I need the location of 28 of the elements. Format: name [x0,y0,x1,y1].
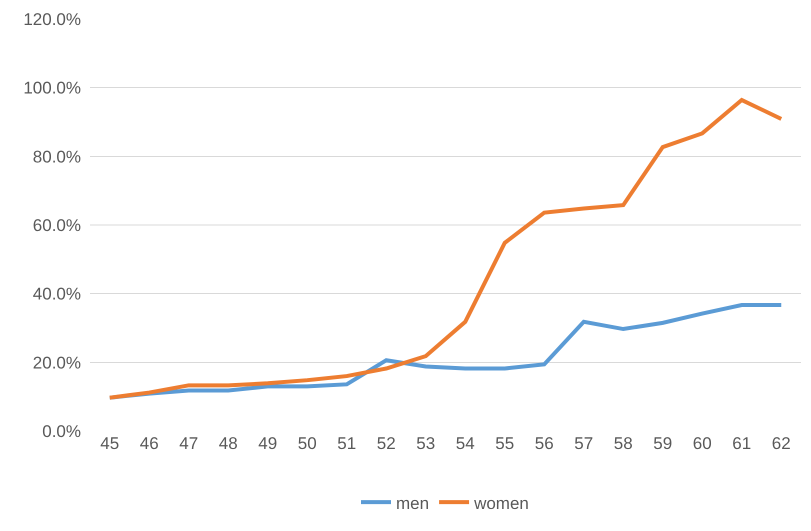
legend-label: women [473,494,529,513]
x-tick-label: 49 [258,434,278,453]
x-tick-label: 47 [179,434,198,453]
x-tick-label: 51 [337,434,356,453]
x-tick-label: 53 [416,434,436,453]
x-tick-label: 60 [692,434,712,453]
legend-label: men [396,494,430,513]
x-tick-label: 48 [218,434,238,453]
y-tick-label: 20.0% [32,353,81,372]
x-tick-label: 62 [772,434,791,453]
y-tick-label: 80.0% [32,147,81,166]
line-series [108,98,784,400]
y-tick-label: 0.0% [42,422,81,441]
x-tick-label: 61 [732,434,752,453]
x-tick-label: 56 [534,434,554,453]
y-tick-label: 40.0% [32,284,81,304]
x-tick-label: 59 [653,434,672,453]
x-tick-label: 45 [100,434,120,453]
x-tick-label: 54 [456,434,475,453]
x-tick-label: 55 [495,434,514,453]
y-tick-label: 100.0% [23,78,81,98]
x-tick-label: 50 [298,434,317,453]
x-tick-label: 46 [140,434,159,453]
y-tick-label: 120.0% [23,10,81,29]
x-tick-label: 57 [574,434,594,453]
y-tick-label: 60.0% [32,216,81,235]
x-tick-label: 52 [376,434,396,453]
x-tick-label: 58 [614,434,633,453]
